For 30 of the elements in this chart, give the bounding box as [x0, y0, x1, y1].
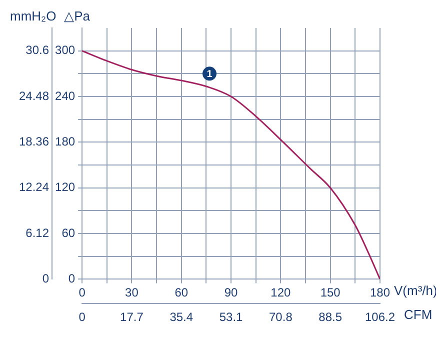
x2-tick-label: 88.5 [318, 310, 342, 324]
y-tick-label: 60 [62, 226, 76, 240]
y2-tick-label: 24.48 [19, 88, 50, 103]
x2-tick-label: 17.7 [120, 310, 144, 324]
x2-tick-label: 53.1 [219, 310, 244, 324]
y-tick-label: 300 [55, 43, 76, 58]
y-tick-label: 180 [55, 134, 76, 148]
x-tick-label: 180 [370, 286, 390, 300]
x-tick-label: 120 [270, 286, 292, 300]
x2-tick-label: 106.2 [364, 310, 396, 324]
x2-axis-title: CFM [404, 307, 432, 322]
x-tick-label: 30 [125, 286, 139, 300]
y2-tick-label: 0 [42, 272, 50, 286]
y-tick-label: 240 [55, 88, 76, 103]
x2-tick-label: 35.4 [170, 310, 194, 324]
x2-tick-label: 70.8 [269, 310, 293, 324]
x-tick-label: 0 [78, 286, 86, 300]
x2-tick-label: 0 [78, 310, 86, 324]
y-axis-title: △Pa [64, 8, 91, 24]
y-tick-label: 0 [68, 272, 76, 286]
annotation: 1 [206, 68, 213, 80]
y2-tick-label: 6.12 [26, 226, 50, 240]
x-tick-label: 90 [224, 286, 238, 300]
x-tick-label: 150 [320, 286, 341, 300]
y2-axis-title: mmH₂O [10, 8, 56, 24]
y-tick-label: 120 [55, 180, 76, 194]
y2-tick-label: 12.24 [19, 180, 50, 194]
y2-tick-label: 30.6 [26, 43, 50, 58]
x-tick-label: 60 [174, 286, 188, 300]
y2-tick-label: 18.36 [19, 134, 50, 148]
